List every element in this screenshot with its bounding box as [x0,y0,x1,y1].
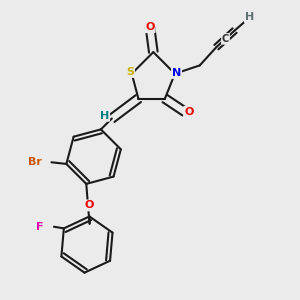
Text: S: S [126,67,134,77]
Text: O: O [145,22,155,32]
Text: O: O [85,200,94,210]
Text: F: F [36,222,44,232]
Text: N: N [172,68,181,78]
Text: H: H [100,111,109,121]
Text: H: H [245,12,254,22]
Text: C: C [222,34,229,44]
Text: Br: Br [28,157,42,167]
Text: O: O [184,107,194,117]
